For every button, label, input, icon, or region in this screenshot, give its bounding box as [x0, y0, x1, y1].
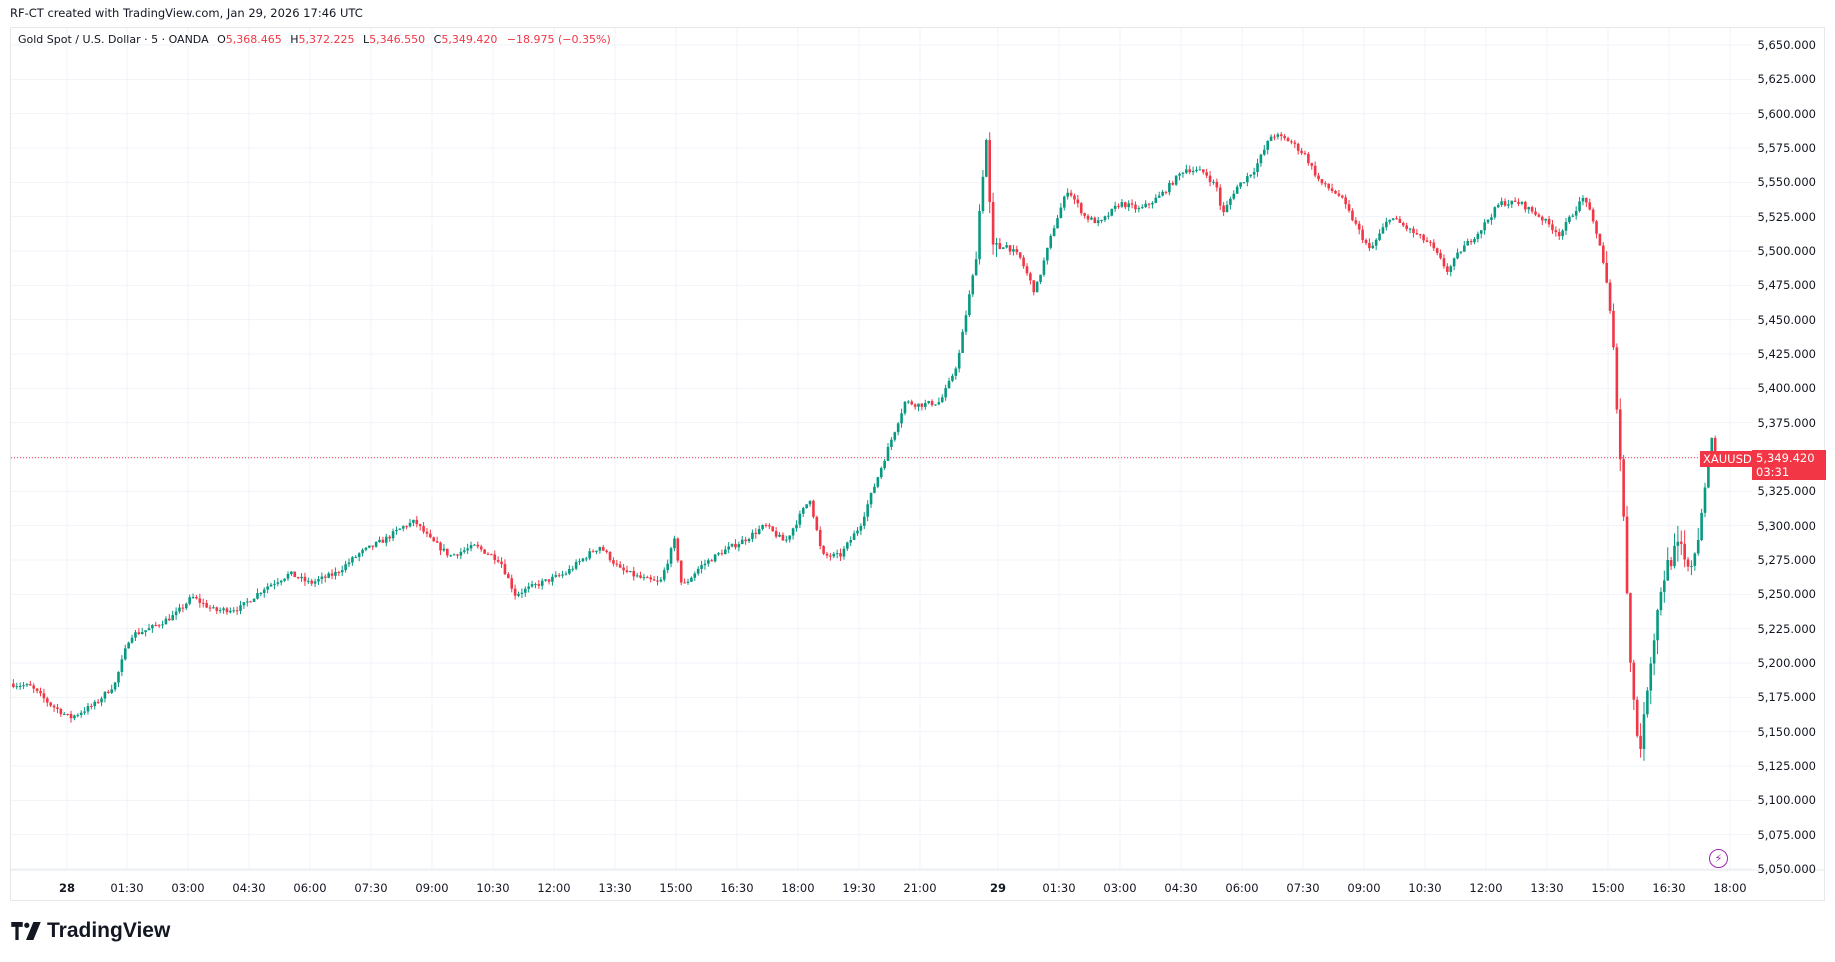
- time-tick-label: 10:30: [1408, 881, 1442, 895]
- low-label: L: [363, 33, 370, 46]
- time-tick-label: 12:00: [537, 881, 571, 895]
- time-tick-label: 18:00: [1713, 881, 1747, 895]
- time-tick-label: 13:30: [598, 881, 632, 895]
- time-tick-label: 29: [989, 881, 1007, 895]
- time-tick-label: 06:00: [293, 881, 327, 895]
- time-tick-label: 03:00: [171, 881, 205, 895]
- high-value: 5,372.225: [298, 33, 355, 46]
- price-tick-label: 5,625.000: [1757, 72, 1816, 87]
- time-tick-label: 21:00: [903, 881, 937, 895]
- close-value: 5,349.420: [441, 33, 498, 46]
- price-tick-label: 5,150.000: [1757, 724, 1816, 739]
- time-tick-label: 13:30: [1530, 881, 1564, 895]
- price-tick-label: 5,450.000: [1757, 312, 1816, 327]
- time-tick-label: 10:30: [476, 881, 510, 895]
- time-tick-label: 07:30: [354, 881, 388, 895]
- chart-credit: RF-CT created with TradingView.com, Jan …: [10, 6, 363, 20]
- price-tick-label: 5,250.000: [1757, 587, 1816, 602]
- price-tick-label: 5,125.000: [1757, 759, 1816, 773]
- symbol-legend: Gold Spot / U.S. Dollar · 5 · OANDA O5,3…: [18, 33, 611, 46]
- change-value: −18.975 (−0.35%): [506, 33, 611, 46]
- open-value: 5,368.465: [225, 33, 282, 46]
- price-tick-label: 5,300.000: [1757, 518, 1816, 533]
- time-tick-label: 03:00: [1103, 881, 1137, 895]
- tradingview-logo[interactable]: TradingView: [11, 919, 170, 943]
- time-tick-label: 07:30: [1286, 881, 1320, 895]
- last-price-value: 5,349.420: [1756, 451, 1815, 465]
- price-tick-label: 5,425.000: [1757, 347, 1816, 361]
- lightning-alert-icon[interactable]: ⚡: [1709, 849, 1728, 868]
- price-tick-label: 5,075.000: [1757, 827, 1816, 842]
- price-tick-label: 5,500.000: [1757, 244, 1816, 258]
- time-tick-label: 19:30: [842, 881, 876, 895]
- price-tick-label: 5,100.000: [1757, 793, 1816, 808]
- time-tick-label: 01:30: [1042, 881, 1076, 895]
- price-tick-label: 5,550.000: [1757, 175, 1816, 190]
- close-label: C: [433, 33, 442, 46]
- last-price-tag: 5,349.420 03:31: [1752, 450, 1826, 480]
- price-tick-label: 5,525.000: [1757, 209, 1816, 224]
- time-tick-label: 06:00: [1225, 881, 1259, 895]
- time-tick-label: 09:00: [415, 881, 449, 895]
- price-tick-label: 5,200.000: [1757, 656, 1816, 670]
- time-tick-label: 04:30: [232, 881, 266, 895]
- price-tick-label: 5,325.000: [1757, 484, 1816, 499]
- price-tick-label: 5,225.000: [1757, 621, 1816, 636]
- time-tick-label: 16:30: [1652, 881, 1686, 895]
- bar-countdown: 03:31: [1756, 465, 1790, 479]
- symbol-price-tag: XAUUSD: [1700, 451, 1755, 467]
- time-tick-label: 28: [58, 881, 76, 895]
- time-tick-label: 04:30: [1164, 881, 1198, 895]
- price-tick-label: 5,650.000: [1757, 38, 1816, 52]
- high-label: H: [290, 33, 299, 46]
- price-tick-label: 5,600.000: [1757, 106, 1816, 121]
- low-value: 5,346.550: [369, 33, 426, 46]
- time-tick-label: 12:00: [1469, 881, 1503, 895]
- price-tick-label: 5,475.000: [1757, 278, 1816, 293]
- price-tick-label: 5,275.000: [1757, 553, 1816, 567]
- time-tick-label: 15:00: [1591, 881, 1625, 895]
- price-tick-label: 5,575.000: [1757, 141, 1816, 155]
- time-tick-label: 01:30: [110, 881, 144, 895]
- price-tick-label: 5,400.000: [1757, 381, 1816, 396]
- time-tick-label: 18:00: [781, 881, 815, 895]
- time-tick-label: 15:00: [659, 881, 693, 895]
- symbol-title[interactable]: Gold Spot / U.S. Dollar · 5 · OANDA: [18, 33, 209, 46]
- tv-logo-icon: [11, 922, 41, 940]
- time-tick-label: 16:30: [720, 881, 754, 895]
- price-tick-label: 5,050.000: [1757, 862, 1816, 876]
- open-label: O: [217, 33, 226, 46]
- price-tick-label: 5,375.000: [1757, 415, 1816, 430]
- time-tick-label: 09:00: [1347, 881, 1381, 895]
- price-tick-label: 5,175.000: [1757, 690, 1816, 705]
- logo-text: TradingView: [47, 919, 171, 942]
